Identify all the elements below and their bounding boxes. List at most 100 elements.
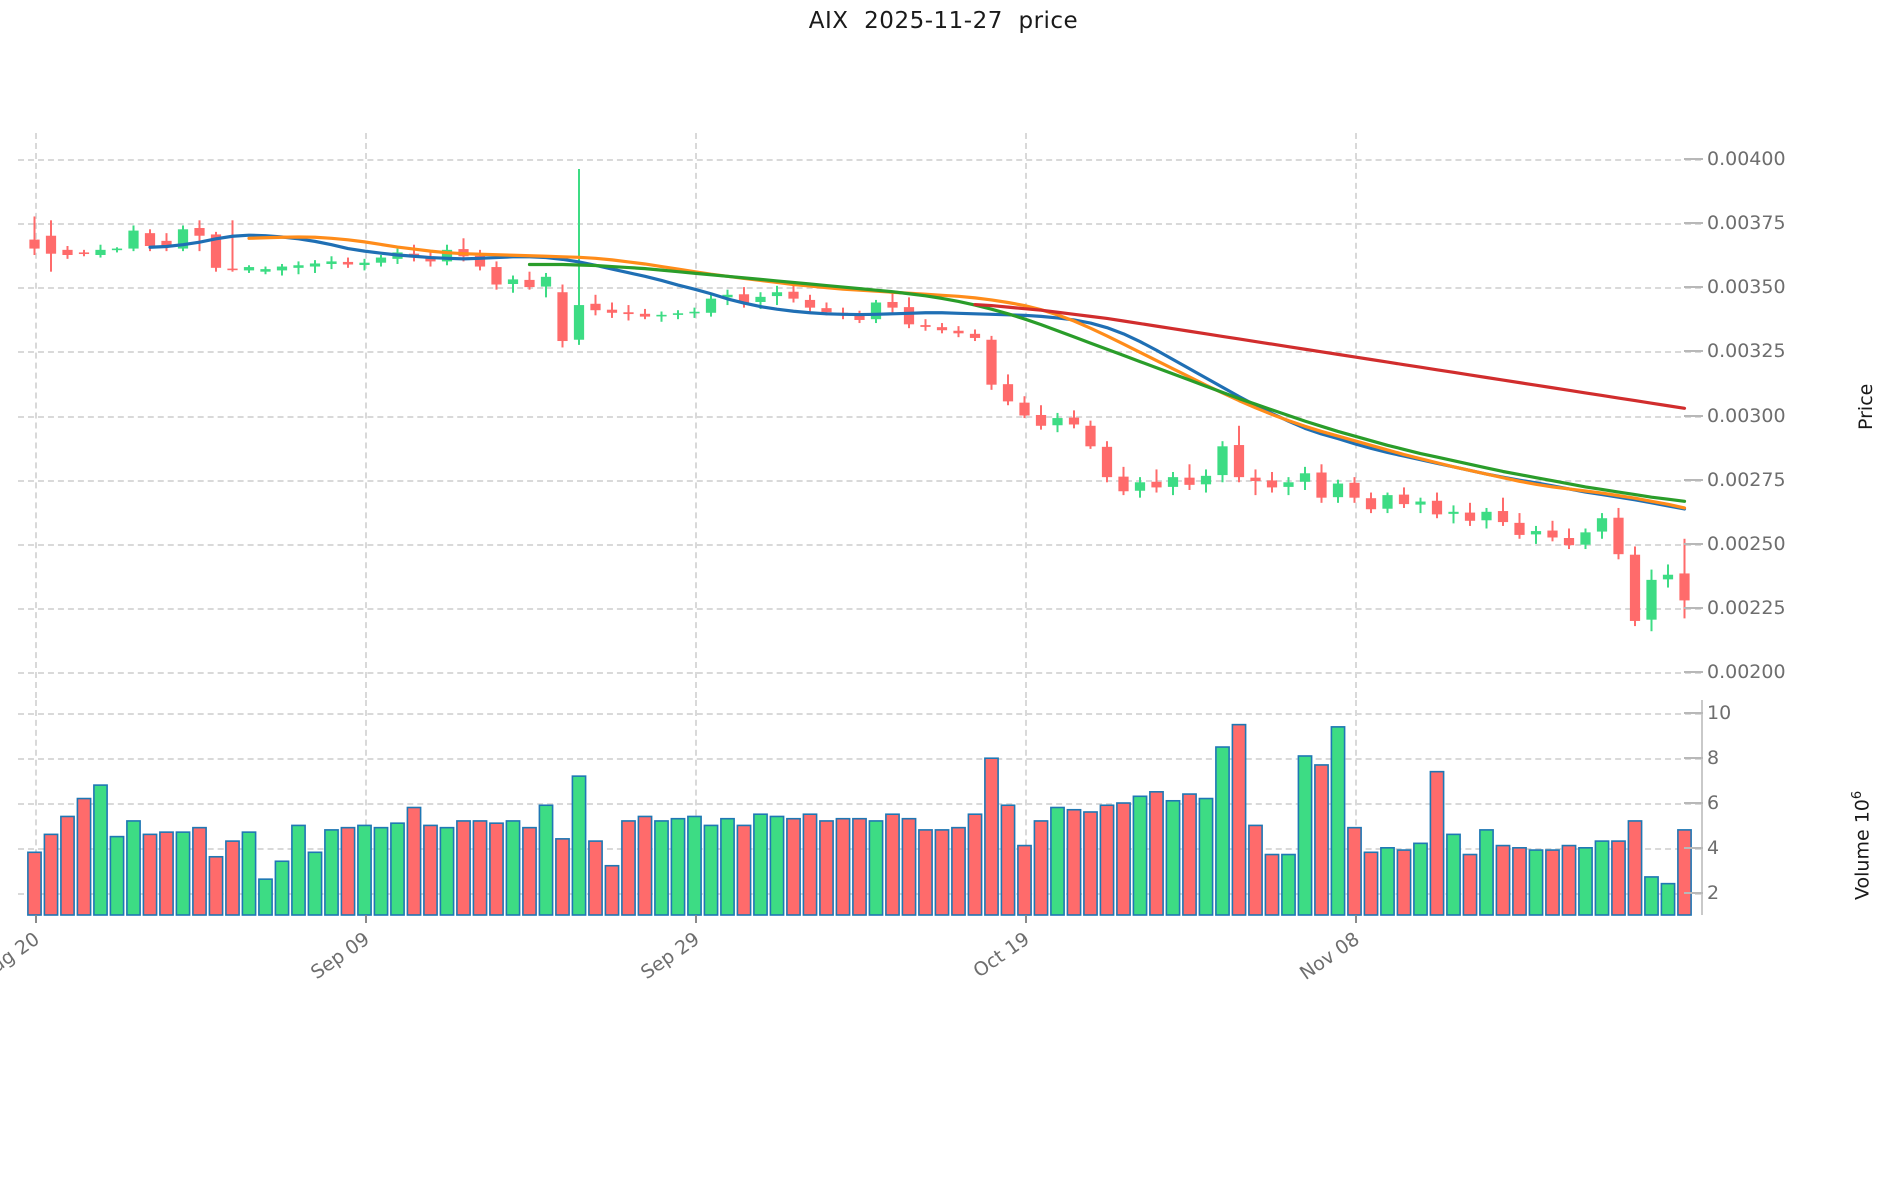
y-tick-label: 0.00200 (1707, 661, 1786, 684)
volume-bar (1000, 804, 1016, 916)
gridline-horizontal (18, 351, 1701, 354)
volume-bar (1380, 847, 1395, 916)
candlestick (45, 220, 57, 272)
candlestick (1563, 528, 1575, 550)
y-tick-label: 0.00350 (1707, 276, 1786, 299)
candlestick (293, 261, 304, 275)
gridline-vertical (694, 700, 697, 915)
gridline-vertical (364, 133, 367, 698)
candlestick (639, 308, 651, 320)
volume-bar (1182, 793, 1197, 916)
candlestick (227, 220, 238, 272)
candlestick (491, 261, 502, 290)
y-tick-mark (1684, 542, 1703, 545)
volume-bar (1561, 844, 1577, 916)
candlestick (590, 294, 601, 316)
candlestick (870, 299, 882, 324)
candlestick (705, 294, 717, 317)
volume-bar (1248, 824, 1263, 916)
volume-tick-label: 10 (1707, 702, 1732, 725)
x-tick-label: Oct 19 (968, 928, 1034, 983)
candlestick (276, 263, 288, 276)
volume-bar (1083, 811, 1098, 916)
volume-bar (1611, 840, 1626, 916)
volume-bar (406, 806, 422, 916)
candlestick (524, 271, 535, 290)
volume-bar (571, 775, 587, 916)
volume-bar (1363, 851, 1379, 916)
volume-bar (472, 820, 488, 916)
volume-bar (885, 813, 900, 916)
candlestick (128, 225, 139, 252)
volume-axis-label: Volume 106 (1850, 791, 1873, 900)
volume-bar (1132, 795, 1148, 916)
price-candlestick-svg (29, 168, 1690, 632)
volume-bar (1033, 820, 1049, 916)
volume-bar (835, 817, 851, 916)
candlestick (1464, 502, 1476, 526)
candlestick (1184, 464, 1195, 490)
volume-tick-mark (1684, 891, 1703, 894)
volume-bar (60, 815, 75, 916)
candlestick (854, 310, 865, 324)
volume-bar (720, 817, 735, 916)
volume-bar (703, 824, 719, 916)
candlestick (771, 285, 783, 306)
volume-bar (208, 855, 224, 916)
candlestick (1035, 405, 1047, 430)
volume-bar (1462, 853, 1478, 916)
candlestick (1415, 497, 1426, 514)
gridline-vertical (1024, 700, 1027, 915)
volume-bar (786, 817, 801, 916)
volume-bar (654, 820, 669, 916)
moving-average-line (527, 262, 1687, 503)
x-tick-label: Nov 08 (1295, 928, 1364, 985)
volume-axis-label-text: Volume 10 (1851, 799, 1874, 900)
gridline-vertical (694, 133, 697, 698)
y-tick-label: 0.00300 (1707, 404, 1786, 427)
candlestick (656, 311, 667, 322)
volume-bar (76, 797, 92, 916)
volume-bar (109, 835, 125, 916)
candlestick (1266, 472, 1278, 493)
candlestick (920, 319, 931, 331)
moving-average-line (973, 302, 1687, 410)
volume-bar (241, 831, 257, 916)
volume-bar (736, 824, 752, 916)
candlestick (689, 307, 700, 318)
volume-bar (505, 820, 521, 916)
volume-bar (357, 824, 372, 916)
volume-bar (1149, 791, 1164, 916)
y-tick-mark (1684, 157, 1703, 160)
candlestick (1481, 507, 1492, 529)
volume-bar (901, 817, 917, 916)
volume-bar (1479, 829, 1494, 916)
candlestick (1629, 546, 1641, 627)
volume-bar (522, 826, 537, 916)
volume-bar (423, 824, 438, 916)
candlestick (1250, 469, 1261, 496)
x-tick-mark (694, 915, 697, 923)
gridline-vertical (34, 700, 37, 915)
volume-bar (1116, 802, 1131, 916)
price-panel (18, 133, 1701, 698)
candlestick (540, 272, 552, 298)
x-tick-label: Aug 20 (0, 928, 44, 985)
page-title: AIX 2025-11-27 price (808, 8, 1079, 34)
candlestick (1299, 466, 1311, 490)
volume-bar (1264, 853, 1280, 916)
candlestick (953, 326, 964, 338)
volume-axis-exponent: 6 (1850, 790, 1865, 800)
candlestick (177, 225, 189, 252)
volume-bar (43, 833, 59, 916)
volume-bar (340, 826, 356, 916)
candlestick (1233, 425, 1245, 483)
volume-bar (868, 820, 884, 916)
volume-bar (1644, 876, 1659, 916)
volume-tick-mark (1684, 846, 1703, 849)
candlestick (1068, 410, 1080, 429)
gridline-horizontal (18, 713, 1701, 716)
volume-bar (1281, 853, 1296, 916)
y-tick-mark (1684, 221, 1703, 224)
